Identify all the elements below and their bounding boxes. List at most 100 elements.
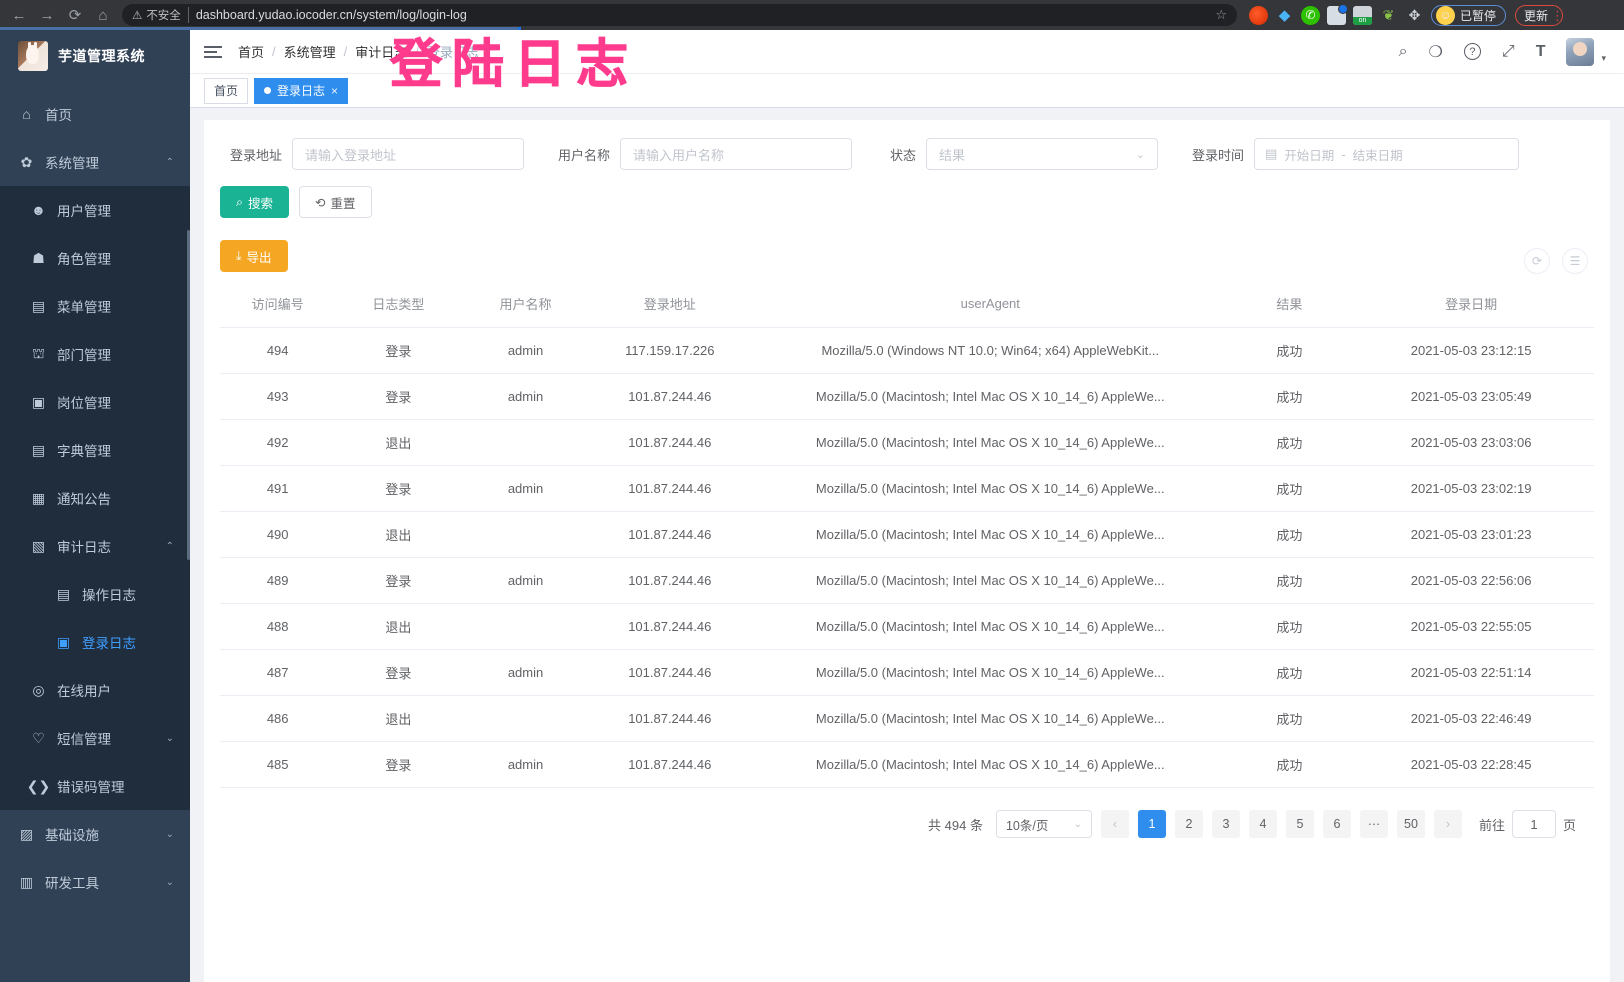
table-row[interactable]: 487 登录 admin 101.87.244.46 Mozilla/5.0 (… [220, 649, 1594, 696]
back-button[interactable]: ← [11, 6, 27, 24]
login-address-input[interactable]: 请输入登录地址 [292, 138, 524, 170]
sidebar-item-dept-mgmt[interactable]: ⛫ 部门管理 [0, 330, 190, 378]
page-button-5[interactable]: 5 [1285, 810, 1314, 838]
cell-log-type: 退出 [335, 419, 462, 466]
next-page-button[interactable]: › [1433, 810, 1462, 838]
cell-username [461, 603, 590, 650]
update-button[interactable]: 更新 ⋮ [1515, 4, 1565, 26]
fullscreen-icon[interactable]: ⤢ [1501, 42, 1515, 60]
sidebar-item-infra[interactable]: ▨ 基础设施 ⌄ [0, 810, 190, 858]
sidebar-item-errorcode-mgmt[interactable]: ❮❯ 错误码管理 [0, 762, 190, 810]
sidebar-item-home[interactable]: ⌂ 首页 [0, 90, 190, 138]
export-button[interactable]: ⤓ 导出 [220, 240, 288, 272]
table-row[interactable]: 485 登录 admin 101.87.244.46 Mozilla/5.0 (… [220, 741, 1594, 788]
breadcrumb-item-system[interactable]: 系统管理 [283, 45, 336, 60]
export-button-label: 导出 [246, 250, 272, 265]
diamond-icon[interactable]: ◆ [1278, 7, 1291, 24]
blue-dot-extension-icon[interactable] [1327, 3, 1348, 25]
page-button-6[interactable]: 6 [1322, 810, 1351, 838]
browser-menu-icon[interactable]: ⋮ [1551, 7, 1565, 23]
jump-input[interactable] [1511, 810, 1556, 838]
chevron-down-icon[interactable]: ▾ [1601, 53, 1606, 63]
sidebar-item-user-mgmt[interactable]: ☻ 用户管理 [0, 186, 190, 234]
forward-button[interactable]: → [39, 6, 55, 24]
leaf-extension-icon[interactable]: ❦ [1382, 6, 1395, 23]
sidebar-item-dict-mgmt[interactable]: ▤ 字典管理 [0, 426, 190, 474]
username-input[interactable]: 请输入用户名称 [620, 138, 852, 170]
sidebar-item-menu-mgmt[interactable]: ▤ 菜单管理 [0, 282, 190, 330]
cell-result: 成功 [1230, 695, 1349, 742]
table-row[interactable]: 492 退出 101.87.244.46 Mozilla/5.0 (Macint… [220, 419, 1594, 466]
page-button-4[interactable]: 4 [1248, 810, 1277, 838]
paused-label: 已暂停 [1460, 8, 1497, 23]
page-button-1[interactable]: 1 [1137, 810, 1166, 838]
reload-button[interactable]: ⟳ [68, 7, 82, 24]
address-bar[interactable]: ⚠ 不安全 dashboard.yudao.iocoder.cn/system/… [122, 4, 1237, 26]
pagination-total: 共 494 条 [928, 817, 983, 833]
search-icon[interactable]: ⌕ [1398, 42, 1408, 60]
cell-access-id: 492 [220, 419, 336, 466]
sidebar-logo[interactable]: 芋道管理系统 [0, 30, 190, 82]
sidebar-item-online-user[interactable]: ◎ 在线用户 [0, 666, 190, 714]
sidebar-item-notice[interactable]: ▦ 通知公告 [0, 474, 190, 522]
table-row[interactable]: 494 登录 admin 117.159.17.226 Mozilla/5.0 … [220, 327, 1594, 374]
top-navbar: 首页 / 系统管理 / 审计日志 / 登录日志 ⌕ ❍ ? ⤢ T ▾ [190, 30, 1624, 74]
wechat-icon[interactable]: ✆ [1301, 5, 1320, 25]
github-icon[interactable]: ❍ [1428, 43, 1443, 61]
table-row[interactable]: 488 退出 101.87.244.46 Mozilla/5.0 (Macint… [220, 603, 1594, 650]
table-row[interactable]: 490 退出 101.87.244.46 Mozilla/5.0 (Macint… [220, 511, 1594, 558]
sidebar-toggle-icon[interactable] [204, 45, 222, 58]
page-ellipsis[interactable]: ··· [1359, 810, 1388, 838]
cell-login-date: 2021-05-03 22:51:14 [1348, 649, 1594, 696]
page-button-2[interactable]: 2 [1174, 810, 1203, 838]
sidebar-item-login-log[interactable]: ▣ 登录日志 [0, 618, 190, 666]
table-head: 访问编号 日志类型 用户名称 登录地址 userAgent 结果 登录日期 [220, 280, 1594, 328]
sidebar-item-sms-mgmt[interactable]: ♡ 短信管理 ⌄ [0, 714, 190, 762]
browser-toolbar: ← → ⟳ ⌂ ⚠ 不安全 dashboard.yudao.iocoder.cn… [0, 0, 1624, 30]
page-button-3[interactable]: 3 [1211, 810, 1240, 838]
sidebar-item-system[interactable]: ✿ 系统管理 ⌃ [0, 138, 190, 186]
status-select[interactable]: 结果 ⌄ [926, 138, 1158, 170]
home-button[interactable]: ⌂ [98, 6, 108, 24]
cell-login-date: 2021-05-03 23:01:23 [1348, 511, 1594, 558]
cell-user-agent: Mozilla/5.0 (Macintosh; Intel Mac OS X 1… [749, 373, 1231, 420]
close-icon[interactable]: × [331, 83, 339, 98]
table-row[interactable]: 493 登录 admin 101.87.244.46 Mozilla/5.0 (… [220, 373, 1594, 420]
font-size-icon[interactable]: T [1535, 42, 1546, 60]
field-label: 登录地址 [229, 147, 282, 163]
on-extension-icon[interactable] [1353, 5, 1372, 25]
sidebar-item-post-mgmt[interactable]: ▣ 岗位管理 [0, 378, 190, 426]
bookmark-star-icon[interactable]: ☆ [1215, 7, 1227, 22]
breadcrumb-item-audit[interactable]: 审计日志 [355, 45, 408, 60]
puzzle-extension-icon[interactable]: ✥ [1408, 6, 1421, 23]
cell-login-date: 2021-05-03 23:05:49 [1348, 373, 1594, 420]
not-secure-indicator[interactable]: ⚠ 不安全 [132, 7, 189, 23]
reset-button[interactable]: ⟲ 重置 [299, 186, 372, 218]
table-row[interactable]: 491 登录 admin 101.87.244.46 Mozilla/5.0 (… [220, 465, 1594, 512]
sidebar-item-audit-log[interactable]: ▧ 审计日志 ⌃ [0, 522, 190, 570]
opera-icon[interactable] [1249, 5, 1268, 25]
paused-badge[interactable]: ☺ 已暂停 [1431, 4, 1507, 26]
tag-login-log[interactable]: 登录日志 × [254, 77, 349, 104]
prev-page-button[interactable]: ‹ [1100, 810, 1129, 838]
help-icon[interactable]: ? [1463, 43, 1481, 60]
sidebar-item-operation-log[interactable]: ▤ 操作日志 [0, 570, 190, 618]
breadcrumb-item-home[interactable]: 首页 [238, 45, 265, 60]
sidebar-item-devtools[interactable]: ▥ 研发工具 ⌄ [0, 858, 190, 906]
sidebar-scrollbar[interactable] [187, 230, 190, 560]
page-size-select[interactable]: 10条/页 ⌄ [995, 810, 1092, 838]
sidebar-item-label: 字典管理 [57, 444, 111, 459]
search-button[interactable]: ⌕ 搜索 [220, 186, 290, 218]
refresh-icon[interactable]: ⟳ [1524, 248, 1550, 274]
table-row[interactable]: 486 退出 101.87.244.46 Mozilla/5.0 (Macint… [220, 695, 1594, 742]
cell-login-date: 2021-05-03 23:02:19 [1348, 465, 1594, 512]
cell-log-type: 退出 [335, 603, 462, 650]
tag-home[interactable]: 首页 [204, 77, 249, 104]
login-time-daterange[interactable]: ▤ 开始日期 - 结束日期 [1254, 138, 1519, 170]
sidebar-item-role-mgmt[interactable]: ☗ 角色管理 [0, 234, 190, 282]
page-button-last[interactable]: 50 [1396, 810, 1425, 838]
avatar[interactable] [1566, 37, 1595, 66]
columns-icon[interactable]: ☰ [1562, 248, 1588, 274]
table-row[interactable]: 489 登录 admin 101.87.244.46 Mozilla/5.0 (… [220, 557, 1594, 604]
home-icon: ⌂ [22, 106, 31, 122]
